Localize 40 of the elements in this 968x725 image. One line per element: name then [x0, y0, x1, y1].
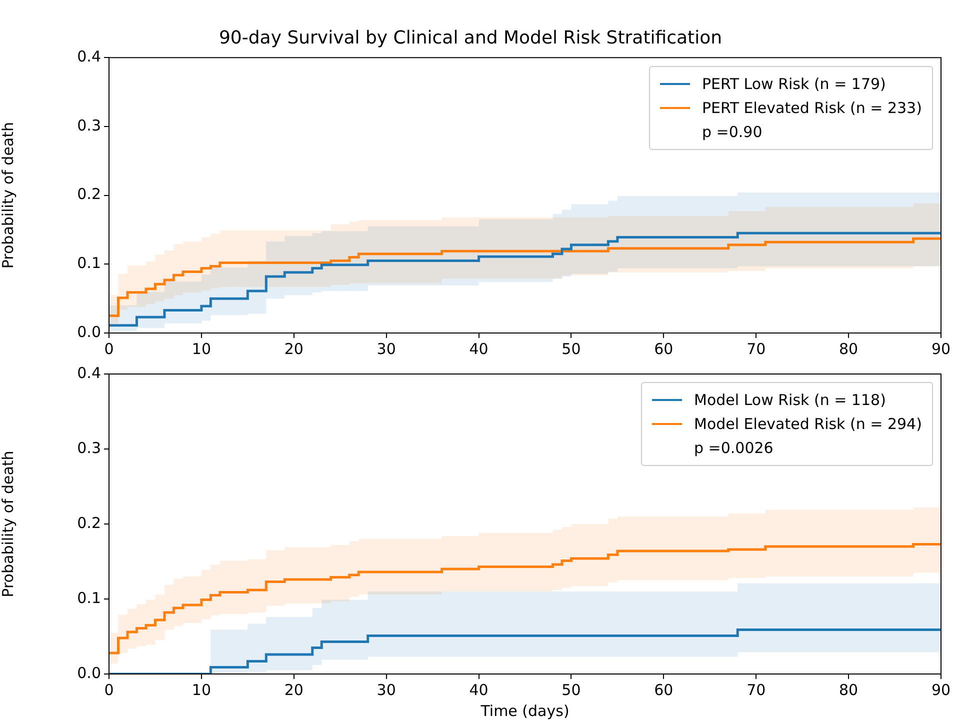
x-tick-label: 0: [104, 340, 114, 358]
x-tick-label: 80: [839, 680, 858, 699]
x-tick-label: 10: [192, 680, 211, 699]
y-tick-label: 0.1: [77, 588, 101, 607]
annotation: p =0.0026: [693, 438, 774, 459]
x-axis-title: Time (days): [480, 702, 570, 720]
x-tick-label: 20: [284, 340, 304, 358]
annotation: p =0.90: [701, 122, 764, 143]
legend-label: Model Low Risk (n = 118): [694, 391, 886, 409]
x-tick-label: 70: [746, 680, 766, 699]
chart-title: 90-day Survival by Clinical and Model Risk Stratification: [218, 27, 722, 48]
legend-label: PERT Elevated Risk (n = 233): [702, 98, 922, 117]
x-tick-label: 10: [192, 340, 211, 358]
x-tick-label: 60: [654, 680, 674, 699]
y-axis-title: Probability of death: [0, 450, 17, 598]
x-tick-label: 30: [376, 680, 396, 699]
y-tick-label: 0.1: [77, 254, 101, 272]
y-tick-label: 0.3: [77, 116, 101, 134]
x-tick-label: 40: [469, 680, 488, 699]
x-tick-label: 20: [284, 680, 304, 699]
y-axis-title: Probability of death: [0, 122, 17, 269]
x-tick-label: 50: [562, 340, 581, 358]
y-tick-label: 0.4: [77, 47, 101, 66]
x-tick-label: 90: [931, 680, 951, 699]
x-tick-label: 90: [931, 340, 951, 358]
x-tick-label: 50: [562, 680, 581, 699]
y-tick-label: 0.3: [77, 438, 101, 457]
y-tick-label: 0.0: [77, 664, 101, 682]
x-tick-label: 80: [839, 340, 858, 358]
x-tick-label: 70: [746, 340, 766, 358]
x-tick-label: 0: [104, 680, 114, 699]
legend-label: PERT Low Risk (n = 179): [702, 74, 886, 93]
x-tick-label: 30: [376, 340, 396, 358]
y-tick-label: 0.2: [77, 514, 101, 532]
x-tick-label: 40: [469, 340, 488, 358]
y-tick-label: 0.2: [77, 185, 101, 204]
legend-label: Model Elevated Risk (n = 294): [694, 415, 922, 433]
y-tick-label: 0.4: [77, 364, 101, 382]
x-tick-label: 60: [654, 340, 674, 358]
y-tick-label: 0.0: [77, 322, 101, 341]
